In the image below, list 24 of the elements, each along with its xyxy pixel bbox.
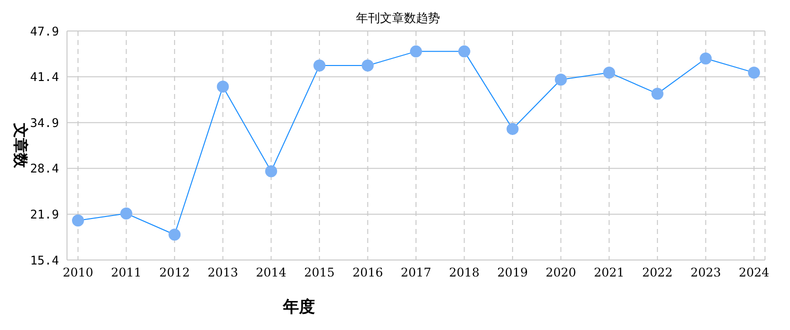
y-tick-label: 34.9: [30, 116, 59, 130]
y-tick-label: 28.4: [30, 162, 59, 176]
x-tick-label: 2012: [159, 266, 190, 280]
x-tick-label: 2020: [546, 266, 576, 280]
x-tick-label: 2018: [449, 266, 480, 280]
y-tick-label: 41.4: [30, 70, 59, 84]
x-tick-label: 2019: [497, 266, 528, 280]
x-tick-label: 2016: [352, 266, 383, 280]
x-tick-label: 2013: [208, 266, 238, 280]
x-tick-label: 2024: [738, 266, 770, 280]
x-tick-label: 2021: [594, 266, 624, 280]
x-axis-title: 年度: [282, 297, 315, 316]
y-axis-title: 文章数: [12, 122, 30, 169]
x-tick-label: 2011: [111, 266, 142, 280]
x-tick-label: 2015: [304, 266, 335, 280]
x-tick-label: 2014: [256, 266, 287, 280]
x-tick-label: 2017: [400, 266, 432, 280]
x-tick-label: 2022: [642, 266, 673, 280]
y-tick-label: 15.4: [30, 253, 59, 268]
x-tick-label: 2023: [690, 266, 721, 280]
y-tick-label: 21.9: [30, 207, 59, 222]
y-tick-label: 47.9: [30, 24, 59, 38]
chart-title: 年刊文章数趋势: [356, 11, 440, 25]
x-tick-label: 2010: [62, 266, 94, 280]
